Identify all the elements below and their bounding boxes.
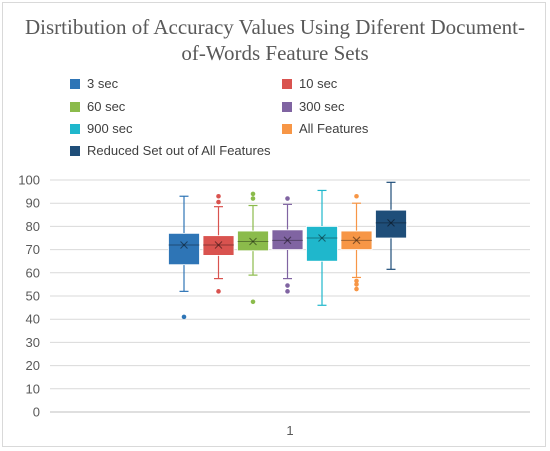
mean-marker [387, 219, 395, 227]
y-tick-label-30: 30 [26, 335, 40, 350]
outlier-point [285, 283, 290, 288]
outlier-point [250, 299, 256, 305]
box-rect [375, 209, 407, 239]
chart-title: Disrtibution of Accuracy Values Using Di… [0, 14, 550, 66]
box-rect [202, 235, 235, 256]
box-rect [271, 229, 304, 251]
outlier-point [216, 199, 221, 205]
y-tick-label-20: 20 [26, 358, 40, 373]
box-900-sec [306, 189, 338, 306]
legend-swatch-all-features [282, 124, 292, 134]
legend-swatch-300-sec [282, 102, 292, 112]
box-10-sec [202, 193, 235, 294]
box-series-group [168, 181, 407, 320]
legend-item-60-sec: 60 sec [70, 99, 125, 115]
outlier-point [354, 193, 359, 199]
box-rect [340, 230, 373, 250]
chart-frame [2, 2, 546, 447]
box-all-features [340, 193, 373, 292]
outlier-point [285, 196, 290, 201]
x-tick-label: 1 [286, 423, 293, 438]
box-reduced-set-out-of-all-features [375, 181, 407, 270]
legend-item-reduced-set: Reduced Set out of All Features [70, 143, 271, 159]
mean-marker [180, 241, 188, 249]
box-rect [306, 225, 338, 262]
outlier-point [354, 282, 359, 287]
y-tick-label-10: 10 [26, 381, 40, 396]
legend-label-300-sec: 300 sec [299, 99, 345, 114]
x-axis-tick-labels: 1 [286, 423, 293, 438]
legend-label-900-sec: 900 sec [87, 121, 133, 136]
mean-marker [249, 237, 257, 246]
outlier-point [250, 191, 256, 197]
legend-label-all-features: All Features [299, 121, 369, 136]
legend-swatch-10-sec [282, 79, 292, 89]
outlier-point [354, 278, 359, 284]
box-rect [168, 232, 200, 266]
mean-marker [214, 241, 223, 249]
y-tick-label-40: 40 [26, 312, 40, 327]
box-3-sec [168, 195, 200, 320]
legend-swatch-3-sec [70, 79, 80, 89]
legend-swatch-reduced-set [70, 146, 80, 156]
chart-title-line-1: Disrtibution of Accuracy Values Using Di… [25, 15, 525, 39]
y-axis-tick-labels: 0 10 20 30 40 50 60 70 80 90 100 [18, 173, 40, 420]
legend-swatch-900-sec [70, 124, 80, 134]
y-tick-label-50: 50 [26, 289, 40, 304]
y-tick-label-80: 80 [26, 219, 40, 234]
legend-item-all-features: All Features [282, 121, 368, 137]
legend-label-reduced-set: Reduced Set out of All Features [87, 143, 271, 158]
y-tick-label-60: 60 [26, 265, 40, 280]
box-rect [237, 230, 269, 252]
legend-item-300-sec: 300 sec [282, 99, 345, 115]
y-tick-label-0: 0 [33, 405, 40, 420]
outlier-point [181, 314, 187, 320]
legend-label-3-sec: 3 sec [87, 76, 119, 91]
mean-marker [283, 236, 292, 245]
legend-label-60-sec: 60 sec [87, 99, 126, 114]
outlier-point [216, 289, 221, 294]
y-tick-label-100: 100 [18, 173, 40, 188]
outlier-point [354, 286, 359, 292]
mean-marker [318, 234, 326, 242]
legend-item-900-sec: 900 sec [70, 121, 133, 137]
legend-swatch-60-sec [70, 102, 80, 112]
outlier-point [285, 289, 290, 294]
gridlines [50, 179, 530, 413]
legend-item-3-sec: 3 sec [70, 76, 118, 92]
y-tick-label-70: 70 [26, 242, 40, 257]
mean-marker [352, 236, 361, 245]
y-tick-label-90: 90 [26, 196, 40, 211]
box-300-sec [271, 196, 304, 294]
chart-title-line-2: of-Words Feature Sets [181, 41, 369, 65]
legend-item-10-sec: 10 sec [282, 76, 337, 92]
outlier-point [216, 193, 221, 199]
box-60-sec [237, 191, 269, 305]
legend-label-10-sec: 10 sec [299, 76, 338, 91]
outlier-point [250, 196, 256, 201]
